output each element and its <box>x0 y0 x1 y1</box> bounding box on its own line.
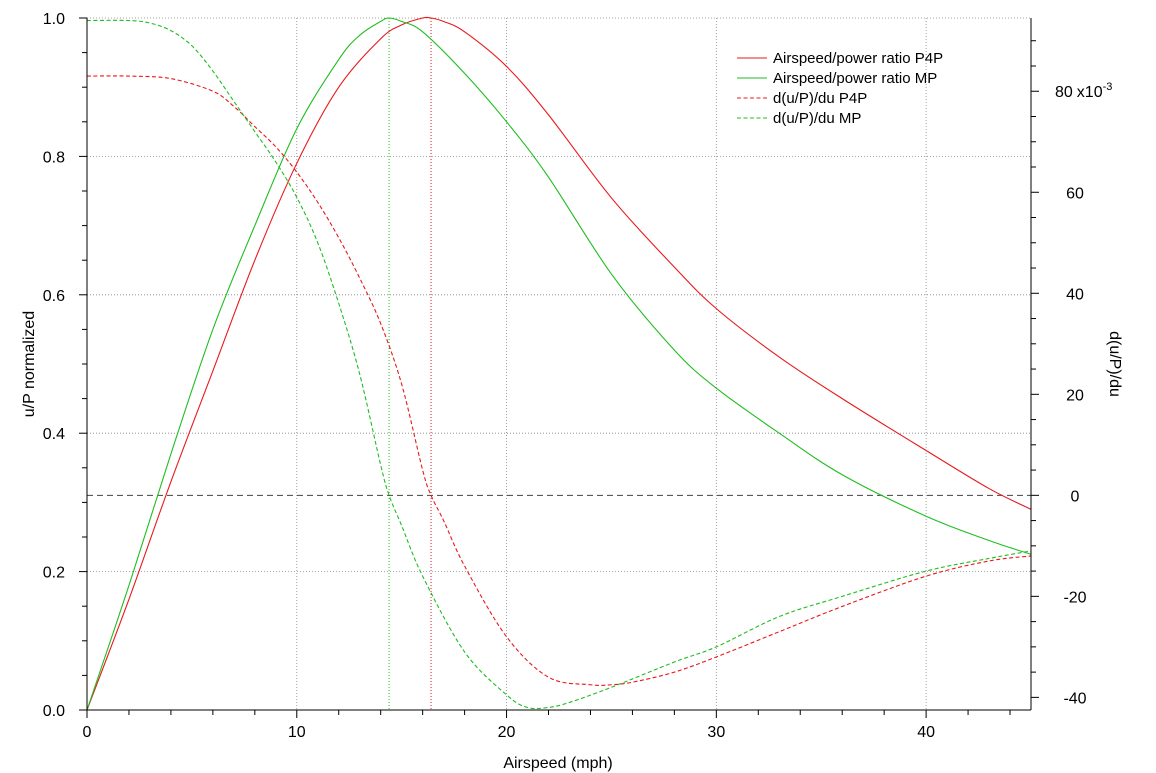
left-tick-label: 0.2 <box>43 565 65 582</box>
reference-lines <box>87 18 1031 710</box>
x-tick-label: 10 <box>288 724 306 741</box>
x-tick-label: 30 <box>707 724 725 741</box>
axes-layer: 0 10 20 30 40 0.0 0.2 0.4 0.6 0.8 1.0 -40 -20 0 20 40 60… <box>43 11 1113 741</box>
left-tick-label: 0.0 <box>43 703 65 720</box>
right-axis-multiplier: x10 <box>1077 84 1103 101</box>
right-tick-label: 20 <box>1066 387 1084 404</box>
legend: Airspeed/power ratio P4P Airspeed/power r… <box>737 50 943 127</box>
right-tick-label: 80 x10-3 <box>1055 81 1112 101</box>
left-tick-label: 0.6 <box>43 288 65 305</box>
legend-label-1: Airspeed/power ratio P4P <box>773 50 943 67</box>
legend-label-3: d(u/P)/du P4P <box>773 90 867 107</box>
series-line-1 <box>86 16 1032 711</box>
right-axis-exponent: -3 <box>1103 81 1113 93</box>
legend-label-2: Airspeed/power ratio MP <box>773 70 937 87</box>
x-tick-label: 20 <box>498 724 516 741</box>
x-tick-label: 0 <box>83 724 92 741</box>
left-tick-label: 0.4 <box>43 426 65 443</box>
x-tick-label: 40 <box>917 724 935 741</box>
right-tick-label: -40 <box>1063 690 1086 707</box>
right-tick-label: 40 <box>1066 286 1084 303</box>
grid-layer <box>87 17 1031 710</box>
legend-label-4: d(u/P)/du MP <box>773 110 861 127</box>
series-line-2 <box>86 17 1032 711</box>
series-line-4 <box>86 19 1032 710</box>
left-axis-title: u/P normalized <box>21 311 38 417</box>
series-layer <box>86 16 1032 711</box>
right-tick-label: 60 <box>1066 185 1084 202</box>
left-tick-label: 1.0 <box>43 11 65 28</box>
right-axis-title: d(u/P)/du <box>1106 331 1123 397</box>
right-tick-label: 0 <box>1071 488 1080 505</box>
x-axis-title: Airspeed (mph) <box>503 755 612 772</box>
left-tick-label: 0.8 <box>43 149 65 166</box>
series-line-3 <box>86 75 1032 686</box>
right-tick-label: -20 <box>1063 589 1086 606</box>
